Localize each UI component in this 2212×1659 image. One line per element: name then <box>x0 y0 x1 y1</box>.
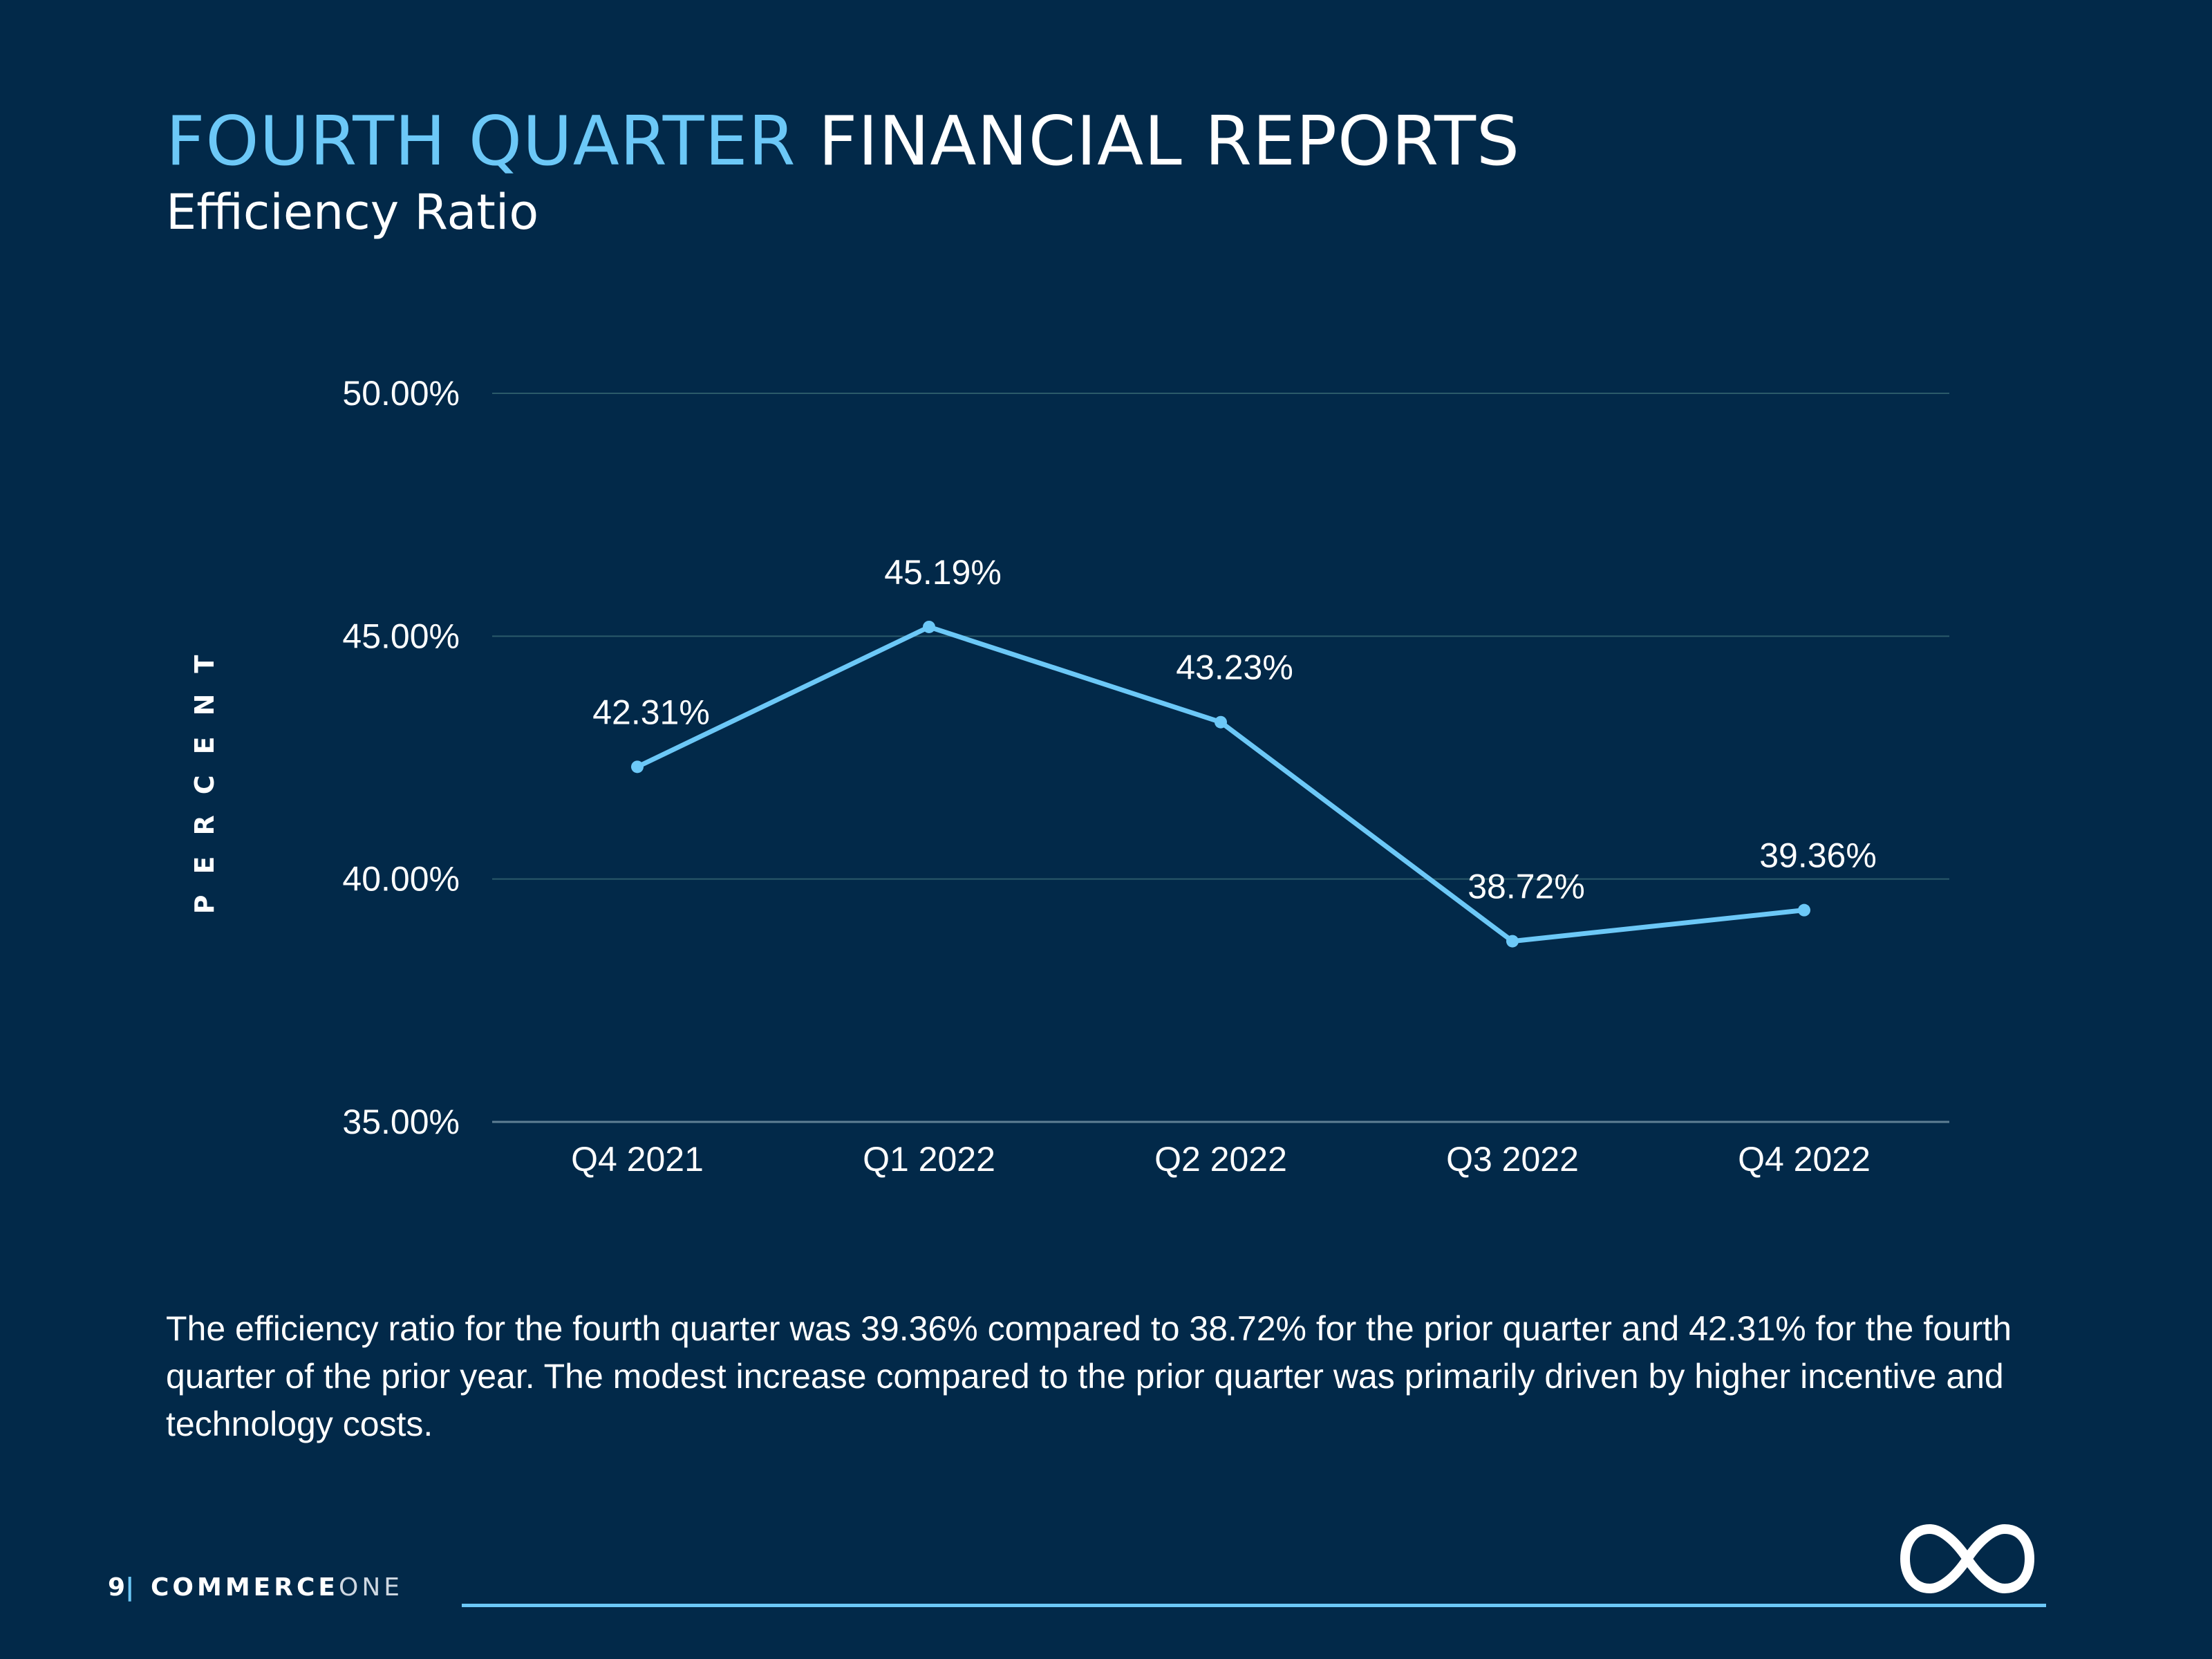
data-label: 45.19% <box>884 553 1002 592</box>
data-points <box>631 620 1810 948</box>
infinity-icon <box>1900 1524 2034 1593</box>
footer-page-number: 9| <box>108 1571 134 1605</box>
data-point <box>923 620 935 633</box>
title-accent: FOURTH QUARTER <box>166 102 796 181</box>
x-tick-label: Q1 2022 <box>863 1140 995 1179</box>
x-tick-labels: Q4 2021 Q1 2022 Q2 2022 Q3 2022 Q4 2022 <box>571 1140 1871 1179</box>
page-subtitle: Efficiency Ratio <box>166 184 539 241</box>
x-tick-label: Q4 2021 <box>571 1140 704 1179</box>
x-tick-label: Q2 2022 <box>1154 1140 1287 1179</box>
brand-light: ONE <box>339 1573 404 1602</box>
data-label: 39.36% <box>1759 836 1877 875</box>
data-labels: 42.31% 45.19% 43.23% 38.72% 39.36% <box>592 553 1877 906</box>
title-rest: FINANCIAL REPORTS <box>818 102 1521 181</box>
brand-bold: COMMERCE <box>151 1573 339 1602</box>
page-title: FOURTH QUARTER FINANCIAL REPORTS <box>166 104 1520 180</box>
y-tick-label: 45.00% <box>342 617 460 655</box>
data-point <box>1506 935 1519 948</box>
y-tick-label: 40.00% <box>342 860 460 899</box>
data-point <box>631 760 644 774</box>
data-point <box>1215 715 1227 729</box>
grid-lines <box>492 393 1949 1123</box>
y-tick-label: 35.00% <box>342 1103 460 1141</box>
chart-description: The efficiency ratio for the fourth quar… <box>166 1309 2012 1443</box>
efficiency-ratio-chart: 50.00%45.00%40.00%35.00% Q4 2021 Q1 2022 Q… <box>342 374 1949 1179</box>
data-label: 38.72% <box>1468 868 1585 906</box>
page-separator: | <box>125 1573 135 1602</box>
data-label: 42.31% <box>592 693 710 731</box>
data-point <box>1798 903 1810 917</box>
y-tick-labels: 50.00% 45.00% 40.00% 35.00% <box>342 374 460 1141</box>
y-tick-label: 50.00% <box>342 374 460 413</box>
footer-accent-line <box>462 1604 2046 1607</box>
page-number: 9 <box>108 1573 126 1602</box>
data-label: 43.23% <box>1176 648 1293 687</box>
footer-brand: COMMERCEONE <box>151 1571 403 1605</box>
x-tick-label: Q4 2022 <box>1738 1140 1871 1179</box>
x-tick-label: Q3 2022 <box>1446 1140 1579 1179</box>
